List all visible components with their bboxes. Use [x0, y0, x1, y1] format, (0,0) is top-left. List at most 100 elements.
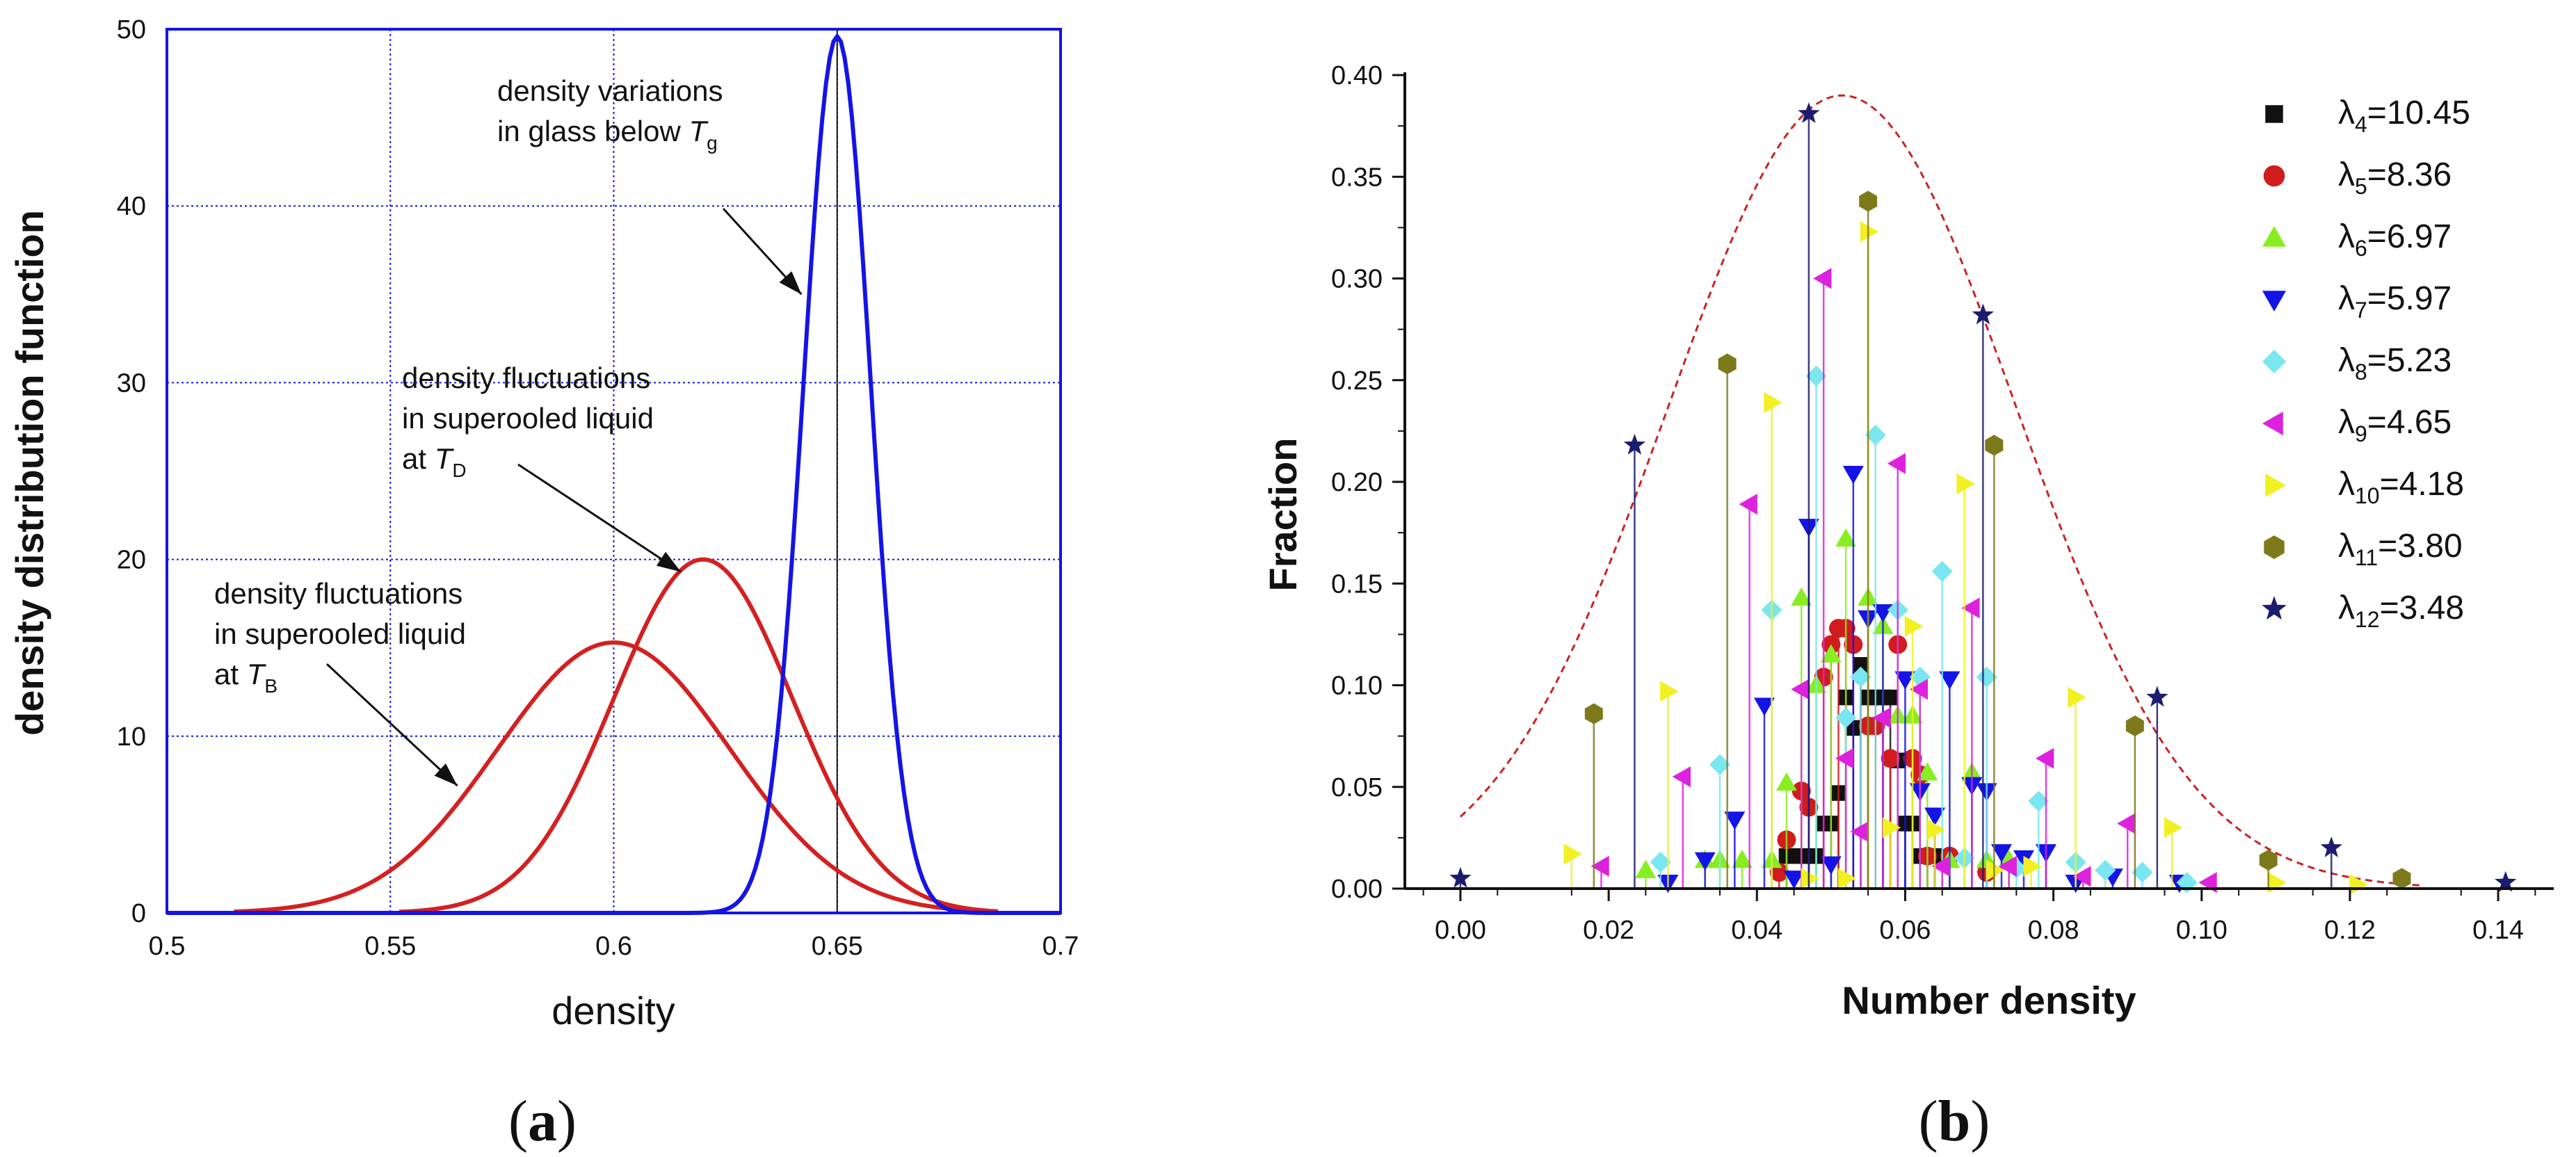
chart-b-legend-item: λ9=4.65: [2262, 404, 2452, 446]
chart-b-legend-lambda: λ: [2338, 590, 2355, 626]
chart-b-x-tick-label: 0.12: [2324, 916, 2376, 945]
chart-b-point: [1660, 681, 1679, 702]
chart-b-point: [1926, 819, 1946, 841]
chart-b-point: [1584, 703, 1603, 725]
chart-b-point: [1563, 843, 1582, 865]
chart-a-annotation-line: density fluctuations: [402, 362, 650, 394]
chart-b-legend-marker: [2262, 596, 2287, 620]
chart-b-series-8: [1650, 365, 2198, 893]
chart-b-point: [1672, 766, 1691, 788]
chart-b-point: [1931, 560, 1953, 582]
chart-b-point: [1872, 604, 1894, 623]
chart-a-annotation-line: at TB: [214, 658, 277, 697]
chart-b-point: [1776, 772, 1797, 791]
chart-b-point: [1850, 821, 1869, 843]
chart-b-y-tick-label: 0.05: [1331, 773, 1383, 802]
chart-a-x-tick-label: 0.7: [1043, 932, 1079, 961]
chart-b-x-tick-label: 0.00: [1435, 916, 1486, 945]
chart-b-series-9: [1591, 268, 2217, 893]
chart-a-x-axis-label: density: [552, 989, 675, 1033]
chart-a-series-curve-3: [167, 34, 1061, 915]
chart-b-y-tick-label: 0.30: [1331, 265, 1383, 294]
chart-a-annotation-line: density variations: [497, 74, 723, 107]
chart-b-legend-label: λ7=5.97: [2338, 280, 2452, 323]
chart-b-legend-lambda: λ: [2338, 280, 2355, 317]
chart-a-ticks: 0.5 0.55 0.6 0.65 0.7 0 10 20 30 40 50: [117, 15, 1079, 961]
chart-b-legend: λ4=10.45λ5=8.36λ6=6.97λ7=5.97λ8=5.23λ9=4…: [2262, 95, 2470, 632]
chart-b-point: [1753, 697, 1775, 716]
chart-b-point: [1917, 762, 1938, 781]
chart-b-legend-value: =3.48: [2380, 590, 2464, 626]
chart-b-legend-value: =4.65: [2367, 404, 2452, 441]
chart-a-annotation-arrow: [325, 663, 458, 787]
chart-b-point: [1764, 391, 1782, 413]
chart-b-point: [2164, 817, 2183, 839]
chart-b-legend-item: λ5=8.36: [2263, 156, 2452, 199]
chart-a-series-curve-1: [234, 640, 999, 914]
chart-a-annotation-arrowhead: [434, 763, 458, 786]
chart-b-legend-label: λ11=3.80: [2338, 528, 2463, 570]
chart-b-point: [2495, 871, 2517, 892]
chart-b-legend-label: λ10=4.18: [2338, 466, 2464, 508]
chart-b-legend-marker: [2265, 105, 2283, 123]
chart-a-y-axis-label: density distribution function: [8, 210, 51, 736]
chart-a-annotation-subscript: g: [707, 132, 718, 154]
chart-b-x-tick-label: 0.14: [2472, 916, 2524, 945]
chart-b-legend-label: λ12=3.48: [2338, 590, 2464, 632]
chart-b-y-tick-label: 0.00: [1331, 875, 1383, 904]
chart-b-legend-label: λ4=10.45: [2338, 95, 2470, 137]
chart-a-x-tick-label: 0.6: [595, 932, 632, 961]
chart-b-legend-lambda: λ: [2338, 218, 2355, 255]
chart-b-legend-marker: [2262, 350, 2286, 373]
chart-a-annotation-1: density variations in glass below Tg: [497, 74, 803, 296]
chart-b-y-tick-label: 0.10: [1331, 672, 1383, 701]
chart-a: 0.5 0.55 0.6 0.65 0.7 0 10 20 30 40 50 density var…: [8, 15, 1079, 1154]
chart-b-point: [1835, 747, 1854, 769]
chart-b-legend-item: λ10=4.18: [2265, 466, 2464, 508]
chart-b-point: [1909, 679, 1928, 700]
chart-b-point: [2028, 791, 2050, 812]
chart-b-legend-value: =10.45: [2367, 95, 2470, 131]
chart-a-annotation-line: in superooled liquid: [214, 617, 466, 650]
chart-b-point: [1791, 679, 1810, 700]
chart-b-series-10: [1563, 221, 2368, 896]
chart-b-point: [2349, 874, 2368, 896]
chart-b-y-tick-label: 0.15: [1331, 569, 1383, 599]
chart-b-y-tick-label: 0.35: [1331, 163, 1383, 192]
chart-b-fit-curve-line: [1459, 94, 2424, 887]
chart-b-point: [1853, 657, 1869, 673]
chart-a-series-curve-2: [399, 557, 999, 914]
chart-b-legend-subscript: 4: [2355, 112, 2367, 137]
chart-a-y-tick-label: 20: [117, 546, 146, 575]
chart-a-y-tick-label: 30: [117, 369, 146, 398]
chart-b-legend-value: =8.36: [2367, 156, 2452, 193]
chart-b-point: [2023, 855, 2042, 877]
chart-b-series-11: [1584, 191, 2411, 889]
chart-b-legend-subscript: 6: [2355, 236, 2367, 261]
chart-b-point: [2320, 836, 2342, 857]
chart-a-annotation-line: at TD: [402, 442, 467, 481]
chart-a-annotation-symbol: T: [689, 115, 709, 147]
chart-b-point: [1985, 435, 2004, 456]
chart-b-point: [1859, 191, 1878, 212]
chart-b-point: [1801, 868, 1819, 889]
chart-b-point: [1591, 855, 1609, 877]
chart-b-point: [1860, 221, 1879, 243]
chart-b-point: [1650, 851, 1671, 873]
chart-b-point: [1813, 268, 1832, 289]
chart-b-point: [1718, 353, 1737, 375]
chart-b-point: [1739, 494, 1757, 515]
chart-b-legend-marker: [2262, 412, 2283, 435]
chart-b-legend-value: =5.23: [2367, 342, 2452, 379]
chart-b-legend-item: λ4=10.45: [2265, 95, 2470, 137]
chart-b-legend-lambda: λ: [2338, 95, 2355, 131]
chart-b-point: [1931, 855, 1950, 877]
chart-b-legend-subscript: 10: [2355, 483, 2380, 508]
chart-b-ticks: 0.00 0.02 0.04 0.06 0.08 0.10 0.12 0.14 0.00 0.05…: [1331, 61, 2536, 945]
chart-b-legend-lambda: λ: [2338, 156, 2355, 193]
chart-b-point: [1961, 597, 1980, 619]
chart-b-point: [1724, 811, 1746, 830]
chart-b-legend-marker: [2262, 226, 2286, 247]
chart-b-legend-item: λ8=5.23: [2262, 342, 2452, 385]
